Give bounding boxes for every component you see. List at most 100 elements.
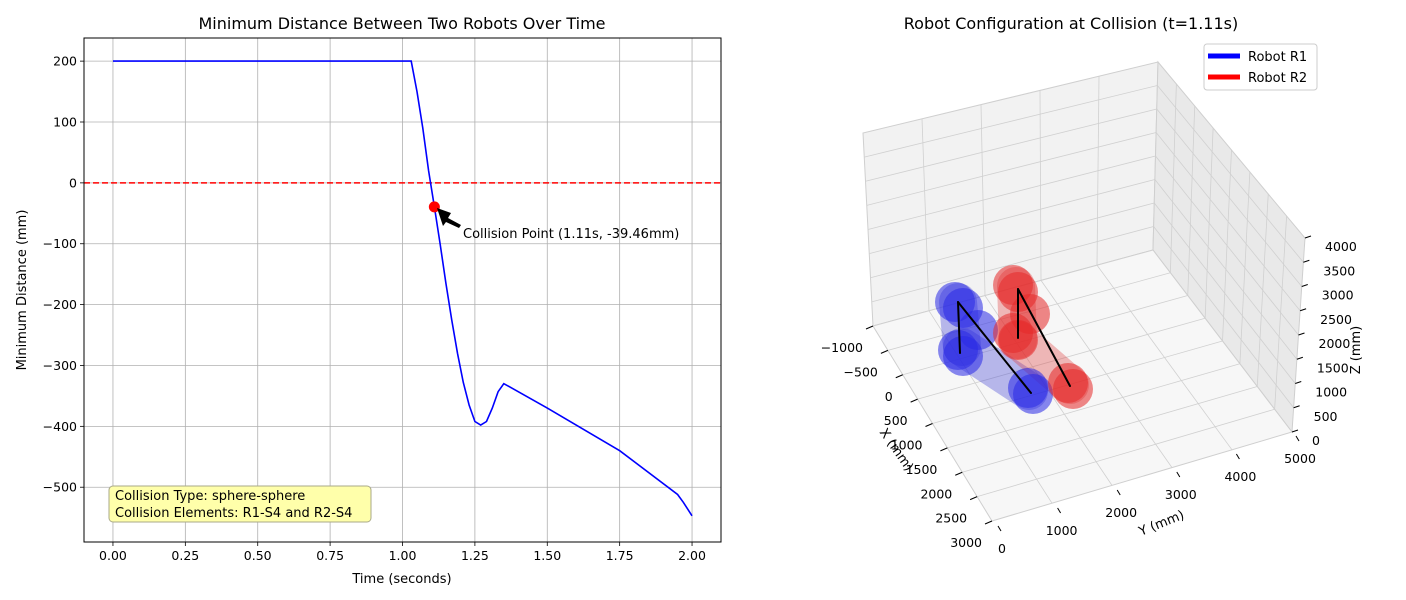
x-tick-label: 1.25 bbox=[461, 548, 489, 563]
y-tick-mark-3d bbox=[1235, 453, 1240, 460]
y-tick-mark-3d bbox=[1295, 435, 1300, 442]
y-tick-label: −300 bbox=[43, 358, 77, 373]
z-tick-mark-3d bbox=[1304, 235, 1312, 239]
side-grid-x bbox=[1222, 149, 1232, 342]
annotation-arrow bbox=[437, 208, 461, 228]
info-box-line-2: Collision Elements: R1-S4 and R2-S4 bbox=[115, 506, 352, 521]
y-tick-label: 200 bbox=[53, 54, 77, 69]
floor-grid-y bbox=[1096, 264, 1233, 451]
collision-marker-group bbox=[428, 201, 440, 213]
robot-r1-link bbox=[957, 301, 1032, 394]
side-grid-x bbox=[1204, 127, 1214, 319]
x-tick-mark-3d bbox=[940, 447, 948, 452]
z-tick-mark-3d bbox=[1295, 381, 1302, 384]
info-box-background bbox=[108, 485, 372, 523]
legend-label-r1: Robot R1 bbox=[1248, 50, 1307, 65]
x-tick-mark-3d bbox=[925, 423, 933, 427]
info-box: Collision Type: sphere-sphere Collision … bbox=[108, 485, 372, 523]
x-tick-mark-3d bbox=[984, 520, 993, 525]
x-tick-mark-3d bbox=[910, 398, 918, 403]
side-grid-x bbox=[1256, 193, 1269, 387]
robot-r2-sphere bbox=[1053, 369, 1093, 409]
robots bbox=[935, 265, 1093, 414]
y-tick-mark-3d bbox=[1057, 507, 1062, 514]
z-tick-label-3d: 2000 bbox=[1319, 336, 1351, 351]
y-tick-label-3d: 3000 bbox=[1165, 487, 1197, 502]
side-grid-x bbox=[1187, 105, 1196, 296]
z-tick-label-3d: 3000 bbox=[1322, 288, 1354, 303]
y-tick-label: −100 bbox=[43, 236, 77, 251]
y-ticks: 200 100 0 −100 −200 −300 −400 −500 bbox=[43, 54, 84, 495]
robot-r1-sphere bbox=[943, 336, 983, 376]
chart-title: Minimum Distance Between Two Robots Over… bbox=[198, 14, 605, 33]
x-tick-label-3d: −1000 bbox=[821, 340, 863, 355]
back-grid-z bbox=[867, 155, 1156, 230]
y-tick-label: −500 bbox=[43, 480, 77, 495]
z-tick-label-3d: 3500 bbox=[1323, 263, 1355, 278]
robot-r1-sphere bbox=[1013, 374, 1053, 414]
y-tick-label-3d: 4000 bbox=[1224, 469, 1256, 484]
y-axis-label: Minimum Distance (mm) bbox=[15, 210, 30, 371]
x-tick-label-3d: 2500 bbox=[935, 511, 967, 526]
x-axis-label: Time (seconds) bbox=[351, 572, 451, 587]
z-tick-mark-3d bbox=[1293, 405, 1300, 409]
z-tick-mark-3d bbox=[1296, 356, 1304, 360]
z-tick-label-3d: 1500 bbox=[1317, 360, 1349, 375]
y-tick-mark-3d bbox=[1116, 489, 1121, 496]
z-tick-label-3d: 1000 bbox=[1315, 385, 1347, 400]
robot-r2-sphere bbox=[998, 320, 1038, 360]
z-tick-label-3d: 2500 bbox=[1320, 312, 1352, 327]
floor-grid-x bbox=[962, 386, 1258, 473]
grid-3d bbox=[864, 76, 1304, 504]
x-tick-label: 0.50 bbox=[244, 548, 272, 563]
x-ticks: 0.00 0.25 0.50 0.75 1.00 1.25 1.50 1.75 2.00 bbox=[99, 542, 706, 563]
x-tick-label-3d: 500 bbox=[884, 413, 908, 428]
x-tick-label: 2.00 bbox=[678, 548, 706, 563]
x-tick-label: 1.50 bbox=[533, 548, 561, 563]
y-axis-label-3d: Y (mm) bbox=[1136, 508, 1187, 540]
z-tick-mark-3d bbox=[1291, 429, 1299, 433]
z-tick-mark-3d bbox=[1303, 259, 1310, 263]
back-grid-z bbox=[869, 179, 1155, 255]
x-tick-label: 1.00 bbox=[389, 548, 417, 563]
back-grid-z bbox=[864, 85, 1158, 158]
x-tick-label-3d: 3000 bbox=[950, 535, 982, 550]
x-tick-label: 0.00 bbox=[99, 548, 127, 563]
x-tick-label-3d: −500 bbox=[844, 364, 878, 379]
x-tick-label-3d: 1500 bbox=[906, 462, 938, 477]
x-tick-mark-3d bbox=[955, 471, 963, 476]
info-box-line-1: Collision Type: sphere-sphere bbox=[115, 489, 305, 504]
legend: Robot R1 Robot R2 bbox=[1203, 43, 1318, 91]
back-grid-z bbox=[866, 132, 1157, 206]
floor-grid-x bbox=[947, 363, 1240, 449]
y-tick-label: −200 bbox=[43, 297, 77, 312]
z-tick-label-3d: 500 bbox=[1314, 409, 1338, 424]
y-tick-label-3d: 0 bbox=[998, 541, 1006, 556]
x-tick-mark-3d bbox=[969, 496, 978, 501]
back-grid-z bbox=[865, 108, 1157, 182]
robot-r1-link bbox=[957, 301, 961, 354]
z-tick-label-3d: 4000 bbox=[1325, 239, 1357, 254]
x-tick-label: 0.25 bbox=[171, 548, 199, 563]
y-tick-label-3d: 1000 bbox=[1046, 523, 1078, 538]
y-tick-mark-3d bbox=[1176, 471, 1181, 478]
x-tick-mark-3d bbox=[865, 325, 874, 330]
x-tick-label-3d: 0 bbox=[885, 389, 893, 404]
y-tick-mark-3d bbox=[997, 525, 1002, 532]
y-tick-label: 100 bbox=[53, 115, 77, 130]
y-tick-label: −400 bbox=[43, 419, 77, 434]
floor-grid-y bbox=[1040, 280, 1173, 468]
x-tick-label: 0.75 bbox=[316, 548, 344, 563]
z-tick-mark-3d bbox=[1298, 332, 1305, 336]
distance-series-line bbox=[113, 60, 693, 517]
collision-annotation: Collision Point (1.11s, -39.46mm) bbox=[437, 208, 679, 242]
collision-point-marker bbox=[428, 201, 440, 213]
annotation-text: Collision Point (1.11s, -39.46mm) bbox=[463, 227, 679, 242]
x-tick-mark-3d bbox=[895, 374, 903, 379]
y-tick-label-3d: 5000 bbox=[1284, 451, 1316, 466]
z-tick-mark-3d bbox=[1299, 308, 1307, 312]
side-grid-x bbox=[1274, 215, 1288, 410]
floor-grid-x bbox=[977, 408, 1275, 498]
distance-chart: Minimum Distance Between Two Robots Over… bbox=[15, 14, 722, 587]
